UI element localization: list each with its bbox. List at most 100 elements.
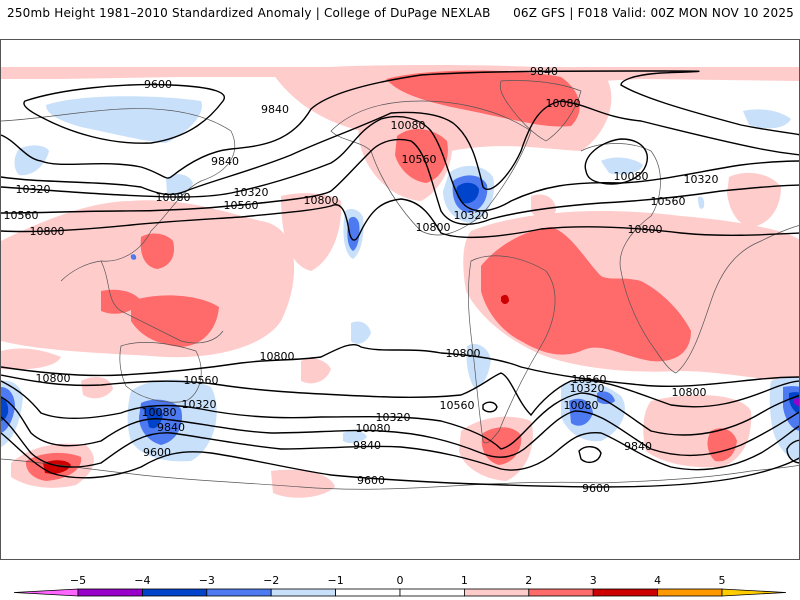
anomaly-area-neg2 xyxy=(347,216,360,251)
contour-label: 10800 xyxy=(36,372,71,385)
contour-label: 10080 xyxy=(614,170,649,183)
colorbar-tick-label: −3 xyxy=(199,574,215,587)
contour-9600-sh xyxy=(1,432,799,488)
colorbar-bin xyxy=(141,588,208,597)
colorbar-bin xyxy=(399,588,465,597)
contour-label: 9840 xyxy=(211,155,239,168)
anomaly-area-neg2 xyxy=(130,254,137,260)
contour-label: 10320 xyxy=(16,183,51,196)
contour-label: 10080 xyxy=(546,97,581,110)
contour-9840 xyxy=(1,70,799,179)
contour-10080-closed xyxy=(584,138,648,185)
colorbar-bin-max xyxy=(721,588,787,597)
contour-10560-sh xyxy=(1,372,799,417)
map-panel: 9600 9840 9840 10320 10080 10320 10560 10560 108… xyxy=(0,39,800,560)
model-run-info: 06Z GFS | F018 Valid: 00Z MON NOV 10 202… xyxy=(513,6,794,20)
colorbar-bin xyxy=(206,588,272,597)
coastline-south-america xyxy=(468,255,556,444)
coastline-greenland xyxy=(499,80,582,142)
anomaly-area-neg4 xyxy=(793,398,799,407)
contour-label: 10800 xyxy=(416,221,451,234)
anomaly-area-pos3 xyxy=(501,294,509,304)
colorbar-bin xyxy=(592,588,659,597)
contour-label: 10080 xyxy=(564,399,599,412)
contour-label: 10560 xyxy=(224,199,259,212)
anomaly-area-neg1 xyxy=(466,343,491,389)
anomaly-area-neg1 xyxy=(343,430,367,444)
anomaly-area-pos2 xyxy=(386,70,580,127)
colorbar-tick-label: −2 xyxy=(263,574,279,587)
contour-10800-sh xyxy=(1,343,799,387)
contour-label: 9840 xyxy=(157,421,185,434)
contour-label: 10800 xyxy=(446,347,481,360)
contour-label: 10320 xyxy=(234,186,269,199)
anomaly-area-pos1 xyxy=(301,358,331,384)
anomaly-area-pos2 xyxy=(481,227,691,362)
contour-label: 10320 xyxy=(684,173,719,186)
anomaly-area-pos1 xyxy=(81,376,113,399)
anomaly-area-neg1 xyxy=(14,145,49,176)
coastline-europe-africa xyxy=(580,143,799,374)
contour-9840-sh xyxy=(1,416,799,471)
contour-small-closed xyxy=(482,401,498,413)
anomaly-colorbar: −5 −4 −3 −2 −1 0 1 2 3 4 5 xyxy=(13,574,787,597)
contour-10080-sh xyxy=(1,396,799,458)
contour-label: 10800 xyxy=(260,350,295,363)
contour-label: 10560 xyxy=(4,209,39,222)
colorbar-tick-label: −4 xyxy=(134,574,150,587)
contour-label: 9840 xyxy=(353,439,381,452)
height-contours xyxy=(1,70,799,488)
coastline-antarctica xyxy=(1,458,799,490)
colorbar-bin xyxy=(335,588,401,597)
colorbar-tick-label: 2 xyxy=(525,574,532,587)
colorbar-tick-label: 3 xyxy=(590,574,597,587)
contour-label: 10080 xyxy=(156,191,191,204)
anomaly-area-pos1 xyxy=(727,172,781,227)
contour-label: 10800 xyxy=(30,225,65,238)
colorbar-bin xyxy=(77,588,143,597)
colorbar-tick-label: 4 xyxy=(654,574,661,587)
anomaly-area-pos1 xyxy=(1,348,61,370)
anomaly-area-neg1 xyxy=(601,157,643,175)
anomaly-area-neg1 xyxy=(46,96,202,143)
coastline-asia xyxy=(1,108,236,282)
anomaly-area-pos1 xyxy=(281,193,342,271)
contour-10320 xyxy=(1,115,799,212)
contour-small-closed xyxy=(786,439,799,464)
contour-label: 10080 xyxy=(391,119,426,132)
coastline-se-asia xyxy=(100,260,224,344)
anomaly-area-neg2 xyxy=(597,391,615,404)
anomaly-shading xyxy=(1,65,799,498)
anomaly-area-neg1 xyxy=(743,109,791,129)
colorbar-tick-label: 0 xyxy=(397,574,404,587)
contour-label: 10320 xyxy=(570,382,605,395)
anomaly-area-pos1 xyxy=(1,200,295,358)
contour-label: 10560 xyxy=(184,374,219,387)
contour-label: 10080 xyxy=(142,406,177,419)
colorbar-tick-label: 5 xyxy=(719,574,726,587)
anomaly-area-pos2 xyxy=(131,295,219,347)
contour-label: 9600 xyxy=(143,446,171,459)
contour-10320-sh xyxy=(1,380,799,450)
anomaly-area-neg1 xyxy=(166,174,193,196)
anomaly-area-pos2 xyxy=(140,233,175,269)
anomaly-area-neg1 xyxy=(698,196,705,209)
contour-label: 10800 xyxy=(628,223,663,236)
contour-label: 9840 xyxy=(261,103,289,116)
colorbar-tick-label: −1 xyxy=(327,574,343,587)
anomaly-area-neg1 xyxy=(351,321,371,344)
anomaly-area-neg3 xyxy=(145,407,163,429)
colorbar-tick-label: −5 xyxy=(70,574,86,587)
contour-10560 xyxy=(1,138,799,225)
contour-10080 xyxy=(1,100,799,196)
colorbar-tick-label: 1 xyxy=(461,574,468,587)
contour-label: 10560 xyxy=(440,399,475,412)
contour-10800 xyxy=(1,198,799,241)
colorbar-bins xyxy=(13,588,787,597)
contour-label: 10320 xyxy=(454,209,489,222)
contour-label: 10800 xyxy=(304,194,339,207)
anomaly-area-pos1 xyxy=(271,469,335,498)
contour-label: 9840 xyxy=(530,65,558,78)
